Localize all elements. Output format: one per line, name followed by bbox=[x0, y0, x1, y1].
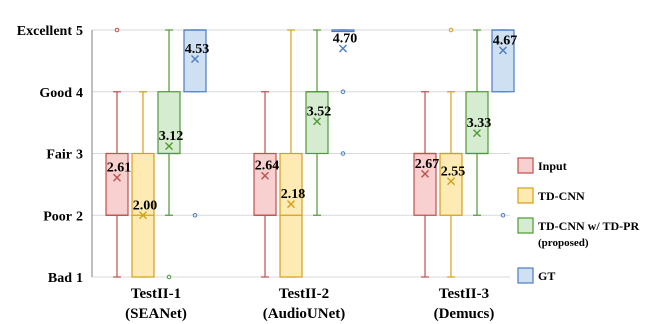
legend-swatch-1 bbox=[517, 157, 534, 174]
mean-label-s4-g3: 4.67 bbox=[493, 33, 518, 48]
legend: Input TD-CNN TD-CNN w/ TD-PR (proposed) GT bbox=[517, 157, 639, 284]
mean-marker-s2-g3 bbox=[447, 177, 455, 186]
y-tick-label-good: Good bbox=[39, 86, 72, 101]
legend-swatch-2 bbox=[517, 187, 534, 204]
mean-label-s4-g1: 4.53 bbox=[185, 42, 210, 57]
mean-label-s2-g2: 2.18 bbox=[281, 187, 306, 202]
mean-label-s1-g2: 2.64 bbox=[255, 159, 280, 174]
mean-marker-s2-g2 bbox=[287, 200, 295, 209]
axis-layer: Bad 1 Poor 2 Fair 3 Good 4 Excellent 5 TestII-1 (SE… bbox=[17, 24, 495, 322]
mean-marker-s4-g1 bbox=[191, 55, 199, 64]
mean-label-s1-g1: 2.61 bbox=[107, 161, 132, 176]
mean-label-s3-g3: 3.33 bbox=[467, 116, 492, 131]
mean-label-s2-g3: 2.55 bbox=[441, 164, 466, 179]
box-s3-g2 bbox=[305, 91, 329, 155]
mean-label-s3-g1: 3.12 bbox=[159, 129, 184, 144]
outlier-s1-g1-1 bbox=[114, 27, 120, 33]
outlier-s3-g1-1 bbox=[166, 274, 172, 280]
mean-label-s2-g1: 2.00 bbox=[133, 198, 158, 213]
box-s3-g1 bbox=[157, 91, 181, 155]
mean-marker-s3-g1 bbox=[165, 142, 173, 151]
outlier-s4-g2-1 bbox=[340, 89, 346, 95]
legend-label-2: TD-CNN bbox=[538, 189, 585, 203]
group-label-2: TestII-2 bbox=[279, 286, 329, 302]
mean-label-s3-g2: 3.52 bbox=[307, 104, 332, 119]
label-layer: 2.61 2.64 2.67 2.00 2.18 2.55 3.12 3.52 3.33 4.53… bbox=[107, 32, 518, 214]
group-sublabel-2: (AudioUNet) bbox=[263, 306, 346, 322]
legend-label-3: TD-CNN w/ TD-PR bbox=[538, 219, 639, 233]
outlier-s4-g2-2 bbox=[340, 151, 346, 156]
y-tick-label-bad: Bad bbox=[48, 271, 72, 286]
mean-marker-s3-g2 bbox=[313, 117, 321, 126]
outlier-s2-g3-1 bbox=[448, 27, 454, 33]
y-tick-number-2: 2 bbox=[76, 209, 83, 224]
box-s2-g3 bbox=[439, 152, 463, 216]
legend-sublabel-3: (proposed) bbox=[538, 237, 589, 249]
y-tick-number-5: 5 bbox=[76, 24, 83, 39]
mean-marker-s4-g2 bbox=[339, 44, 347, 53]
mean-label-s1-g3: 2.67 bbox=[415, 157, 440, 172]
outlier-s4-g3-1 bbox=[500, 212, 506, 218]
outlier-s4-g1-1 bbox=[192, 212, 198, 218]
group-sublabel-1: (SEANet) bbox=[125, 306, 187, 322]
legend-swatch-3 bbox=[517, 217, 534, 234]
y-tick-number-4: 4 bbox=[76, 86, 83, 101]
mean-marker-s2-g1 bbox=[139, 211, 147, 220]
mean-marker-s1-g3 bbox=[421, 169, 429, 178]
y-tick-label-excellent: Excellent bbox=[17, 24, 73, 39]
mean-marker-s1-g1 bbox=[113, 173, 121, 182]
y-tick-number-1: 1 bbox=[76, 271, 83, 286]
group-sublabel-3: (Demucs) bbox=[434, 306, 495, 322]
y-tick-label-fair: Fair bbox=[46, 148, 72, 163]
box-layer bbox=[105, 27, 515, 280]
legend-label-1: Input bbox=[538, 159, 567, 173]
y-tick-label-poor: Poor bbox=[43, 209, 72, 224]
legend-swatch-4 bbox=[517, 267, 534, 284]
box-s4-g1 bbox=[183, 29, 207, 93]
mean-marker-s4-g3 bbox=[499, 46, 507, 55]
group-label-3: TestII-3 bbox=[439, 286, 489, 302]
y-tick-number-3: 3 bbox=[76, 148, 83, 163]
group-label-1: TestII-1 bbox=[131, 286, 181, 302]
mean-marker-s1-g2 bbox=[261, 171, 269, 180]
legend-label-4: GT bbox=[538, 269, 555, 283]
mean-marker-s3-g3 bbox=[473, 129, 481, 138]
mean-label-s4-g2: 4.70 bbox=[333, 32, 358, 47]
